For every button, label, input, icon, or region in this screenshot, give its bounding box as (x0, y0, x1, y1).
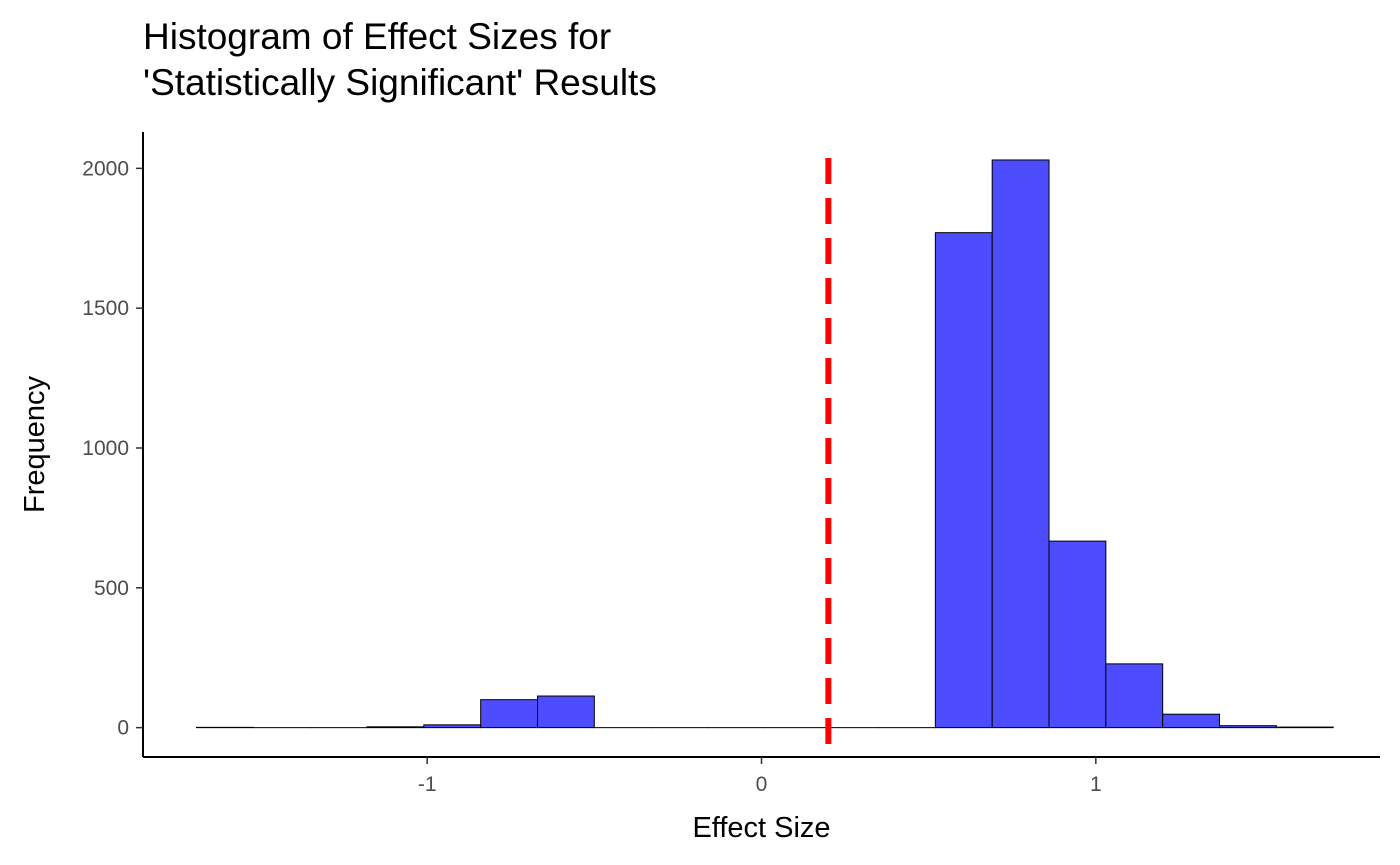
y-tick-label-0: 0 (117, 717, 129, 740)
histogram-bar-18 (1219, 725, 1277, 729)
x-axis-title: Effect Size (692, 812, 830, 844)
x-tick-label-0: -1 (418, 773, 437, 796)
histogram-bar-4 (423, 724, 482, 729)
y-tick-label-3: 1500 (82, 297, 129, 320)
histogram-bar-17 (1162, 713, 1221, 729)
x-axis-ticks: -1 0 1 (418, 757, 1102, 796)
y-axis-title: Frequency (19, 375, 51, 513)
x-tick-label-2: 1 (1090, 773, 1102, 796)
histogram-bar-6 (537, 695, 595, 729)
y-tick-label-1: 500 (94, 577, 129, 600)
histogram-bar-15 (1048, 540, 1107, 729)
chart-title-line-2: 'Statistically Significant' Results (143, 62, 657, 103)
axes (142, 132, 1380, 758)
histogram-bars (195, 159, 1334, 729)
histogram-bar-16 (1105, 663, 1164, 729)
y-tick-label-2: 1000 (82, 437, 129, 460)
histogram-bar-14 (991, 159, 1050, 729)
histogram-bar-19 (1275, 726, 1334, 729)
histogram-bar-13 (934, 232, 993, 729)
histogram-bar-5 (480, 699, 539, 729)
histogram-bar-3 (366, 726, 425, 729)
x-tick-label-1: 0 (756, 773, 768, 796)
y-axis-ticks: 0 500 1000 1500 2000 (82, 157, 143, 740)
chart-title: Histogram of Effect Sizes for 'Statistic… (143, 14, 657, 106)
y-tick-label-4: 2000 (82, 157, 129, 180)
chart-title-line-1: Histogram of Effect Sizes for (143, 16, 612, 57)
